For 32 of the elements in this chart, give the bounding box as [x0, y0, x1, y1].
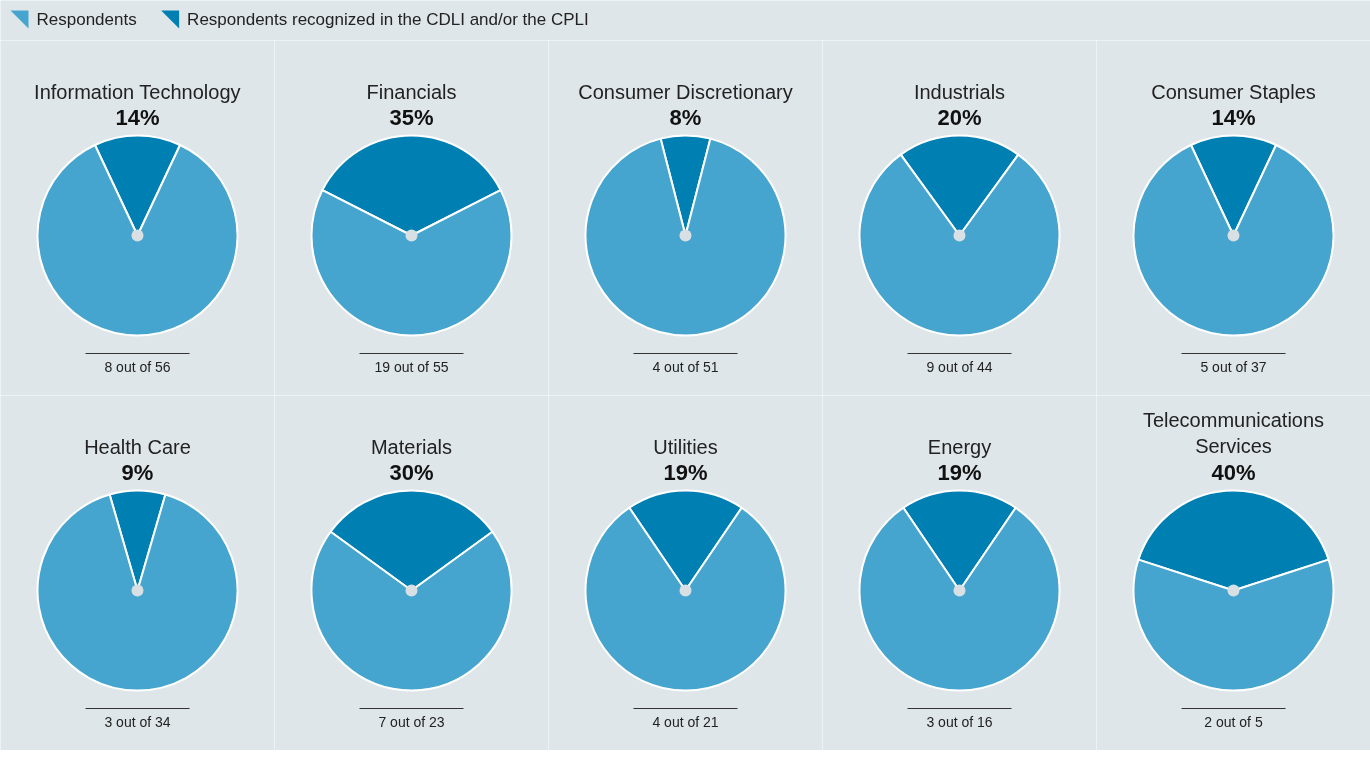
chart-title: Energy	[927, 435, 992, 458]
text: 7 out of 23	[378, 713, 445, 730]
chart-subtitle: 35%	[389, 104, 434, 130]
text: 14%	[115, 104, 160, 130]
text: 5 out of 37	[1200, 358, 1267, 375]
chart-title: Consumer Discretionary	[578, 80, 793, 103]
chart-subtitle: 19%	[663, 459, 708, 485]
text: 2 out of 5	[1204, 713, 1263, 730]
chart-title: Utilities	[653, 435, 718, 458]
text: Information Technology	[34, 80, 241, 103]
chart-title: Telecommunications Services	[1142, 409, 1325, 458]
text: 3 out of 34	[104, 713, 171, 730]
chart-title: Materials	[370, 435, 453, 458]
text: 3 out of 16	[926, 713, 993, 730]
chart-title: Health Care	[84, 435, 191, 458]
chart-subtitle: 9%	[121, 459, 154, 485]
text: 9 out of 44	[926, 358, 993, 375]
chart-subtitle: 40%	[1211, 459, 1256, 485]
chart-subtitle: 8%	[669, 104, 702, 130]
chart-title: Financials	[366, 80, 457, 103]
legend-label: Respondents recognized in the CDLI and/or the CPLI	[187, 10, 589, 29]
legend-label: Respondents	[36, 10, 137, 29]
text: 4 out of 21	[652, 713, 719, 730]
chart-title: Industrials	[913, 80, 1006, 103]
text: 19 out of 55	[374, 358, 449, 375]
chart-subtitle: 19%	[937, 459, 982, 485]
chart-subtitle: 14%	[1211, 104, 1256, 130]
chart-subtitle: 20%	[937, 104, 982, 130]
chart-subtitle: 30%	[389, 459, 434, 485]
text: 4 out of 51	[652, 358, 719, 375]
chart-title: Consumer Staples	[1151, 80, 1316, 103]
text: 8 out of 56	[104, 358, 171, 375]
